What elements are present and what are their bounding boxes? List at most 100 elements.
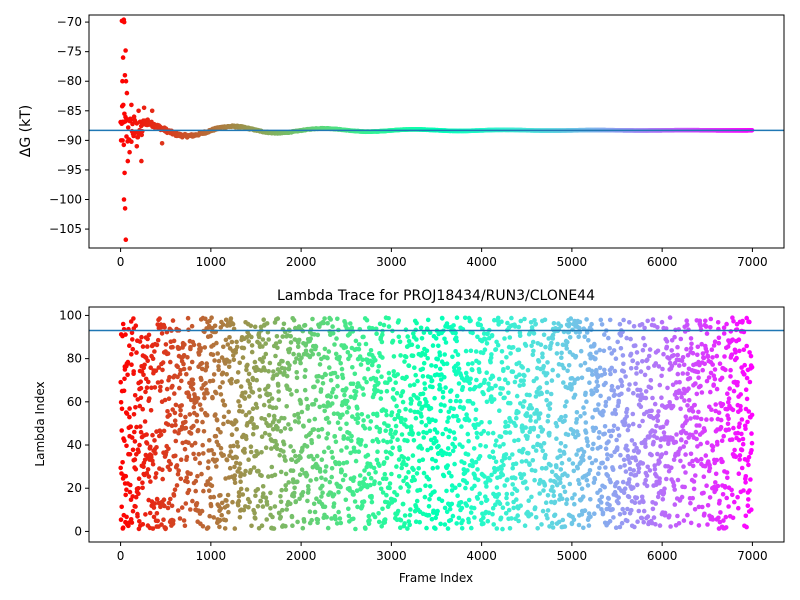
data-point xyxy=(250,406,256,412)
data-point xyxy=(473,349,479,354)
data-point xyxy=(355,420,361,426)
data-point xyxy=(477,369,482,375)
data-point xyxy=(372,514,378,520)
data-point xyxy=(173,438,179,444)
data-point xyxy=(655,413,661,418)
data-point xyxy=(286,422,291,427)
data-point xyxy=(235,370,241,375)
data-point xyxy=(138,429,144,435)
data-point xyxy=(139,158,144,164)
data-point xyxy=(568,316,574,321)
data-point xyxy=(428,445,434,451)
data-point xyxy=(253,516,258,521)
data-point xyxy=(517,372,522,378)
data-point xyxy=(675,371,681,377)
data-point xyxy=(609,383,615,389)
data-point xyxy=(509,315,514,321)
data-point xyxy=(564,399,569,405)
data-point xyxy=(550,367,555,373)
data-point xyxy=(259,434,265,440)
data-point xyxy=(613,356,619,362)
data-point xyxy=(666,468,672,474)
data-point xyxy=(421,330,427,335)
data-point xyxy=(174,483,180,488)
data-point xyxy=(330,401,335,406)
data-point xyxy=(603,399,609,405)
data-point xyxy=(327,479,333,485)
data-point xyxy=(319,426,325,432)
data-point xyxy=(627,382,632,387)
data-point xyxy=(688,451,694,457)
data-point xyxy=(213,433,219,439)
data-point xyxy=(650,395,655,401)
data-point xyxy=(510,452,515,457)
data-point xyxy=(240,492,246,497)
data-point xyxy=(492,317,497,323)
data-point xyxy=(310,316,315,322)
data-point xyxy=(674,395,679,401)
data-point xyxy=(558,467,564,472)
data-point xyxy=(434,439,439,444)
data-point xyxy=(398,525,403,530)
data-point xyxy=(181,366,187,372)
data-point xyxy=(586,338,591,343)
data-point xyxy=(148,444,153,450)
data-point xyxy=(377,321,383,327)
data-point xyxy=(203,367,208,373)
data-point xyxy=(229,432,235,438)
data-point xyxy=(288,501,293,507)
y-tick-label: −95 xyxy=(57,163,82,177)
data-point xyxy=(631,485,636,490)
data-point xyxy=(638,387,643,393)
data-point xyxy=(280,359,285,364)
data-point xyxy=(664,476,669,482)
data-point xyxy=(153,451,158,456)
data-point xyxy=(603,403,608,409)
data-point xyxy=(675,477,681,483)
data-point xyxy=(357,354,363,359)
data-point xyxy=(129,520,135,525)
data-point xyxy=(452,444,458,450)
data-point xyxy=(263,495,269,501)
data-point xyxy=(726,396,732,401)
data-point xyxy=(331,492,337,497)
data-point xyxy=(634,371,639,376)
data-point xyxy=(746,462,751,468)
data-point xyxy=(680,371,686,376)
data-point xyxy=(190,377,195,383)
data-point xyxy=(131,412,137,417)
data-point xyxy=(129,362,134,368)
data-point xyxy=(529,405,535,411)
data-point xyxy=(586,523,592,528)
data-point xyxy=(220,380,225,385)
data-point xyxy=(237,403,243,409)
data-point xyxy=(261,402,267,408)
data-point xyxy=(443,426,449,432)
data-point xyxy=(557,448,563,453)
data-point xyxy=(193,456,198,462)
data-point xyxy=(419,414,424,419)
data-point xyxy=(249,343,255,348)
data-point xyxy=(541,332,547,338)
data-point xyxy=(198,346,204,351)
data-point xyxy=(364,317,370,323)
data-point xyxy=(200,419,205,425)
data-point xyxy=(675,513,680,519)
data-point xyxy=(485,431,491,436)
data-point xyxy=(401,478,406,484)
data-point xyxy=(455,493,460,499)
data-point xyxy=(661,430,667,435)
data-point xyxy=(632,441,637,447)
data-point xyxy=(361,334,366,340)
data-point xyxy=(726,427,732,432)
data-point xyxy=(145,117,150,122)
data-point xyxy=(665,385,670,391)
data-point xyxy=(299,467,305,473)
data-point xyxy=(475,477,481,483)
data-point xyxy=(601,409,606,414)
data-point xyxy=(314,496,319,502)
data-point xyxy=(305,404,311,409)
data-point xyxy=(188,344,193,350)
data-point xyxy=(145,467,151,472)
data-point xyxy=(727,386,732,391)
